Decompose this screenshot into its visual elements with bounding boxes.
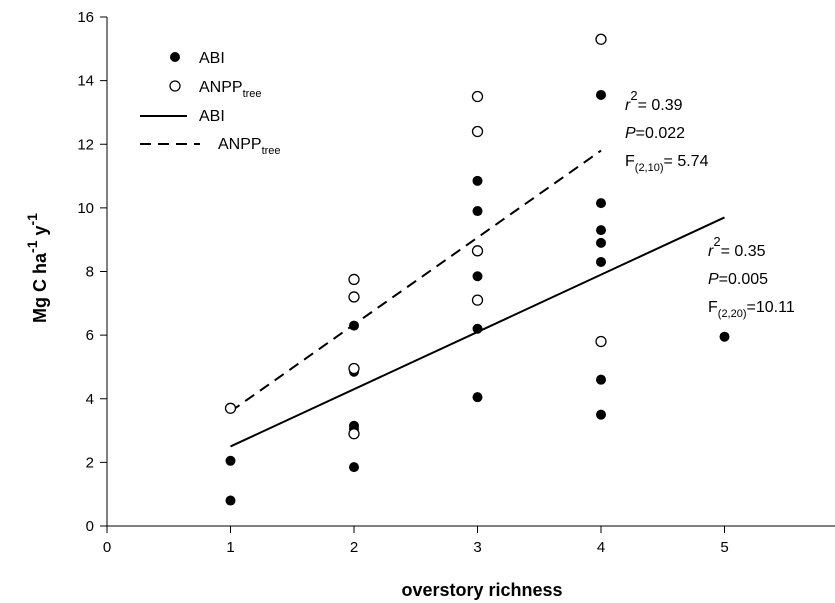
point-anpp [595,335,607,348]
legend-marker-abi [170,52,180,62]
annotation-anpp-p: P=0.022 [625,125,685,142]
point-anpp [348,273,360,286]
point-abi [596,89,606,100]
annotation-anpp: r2= 0.39 P=0.022 F(2,10)= 5.74 [625,88,709,174]
y-tick-label: 6 [86,327,94,344]
x-tick-label: 1 [226,539,234,556]
legend-label-anpp-fit: ANPPtree [218,136,281,157]
point-abi [596,237,606,248]
y-tick-label: 10 [77,200,94,217]
point-anpp [471,90,484,103]
point-abi [349,320,359,331]
y-tick-label: 8 [86,264,94,281]
point-abi [472,271,483,282]
y-tick-label: 4 [86,391,94,408]
data-points [224,33,730,506]
point-abi [596,225,606,236]
legend-label-anpp: ANPPtree [199,79,262,100]
point-abi [349,420,359,431]
annotation-abi-r2: r2= 0.35 [708,234,766,260]
annotation-abi: r2= 0.35 P=0.005 F(2,20)=10.11 [708,234,795,320]
point-abi [472,175,483,186]
x-tick-label: 3 [473,539,481,556]
y-tick-label: 2 [86,454,94,471]
legend-label-abi-fit: ABI [199,108,225,125]
point-abi [472,206,483,217]
y-axis-title: Mg C ha-1 y-1 [24,213,50,323]
point-abi [719,331,730,342]
point-abi [225,495,236,506]
point-anpp [595,33,607,45]
point-abi [596,374,606,385]
point-anpp [471,245,484,257]
point-abi [472,392,483,403]
point-anpp [224,402,237,414]
point-abi [472,323,483,334]
legend-label-abi: ABI [199,50,225,67]
annotation-anpp-f: F(2,10)= 5.74 [625,153,709,174]
annotation-abi-p: P=0.005 [708,271,768,288]
point-anpp [471,294,484,306]
point-abi [596,198,606,209]
legend-marker-anpp [169,80,181,92]
point-abi [596,409,606,420]
legend: ABI ANPPtree ABI ANPPtree [140,50,281,157]
point-anpp [348,428,360,440]
point-abi [596,256,606,267]
x-tick-label: 5 [720,539,728,556]
y-tick-label: 16 [77,9,94,26]
fit-line-anpp [229,149,602,413]
point-anpp [471,125,484,138]
y-tick-label: 12 [77,136,94,153]
x-tick-label: 4 [597,539,605,556]
annotation-anpp-r2: r2= 0.39 [625,88,683,114]
point-abi [349,462,359,473]
x-tick-label: 2 [350,539,358,556]
x-tick-label: 0 [103,539,111,556]
annotation-abi-f: F(2,20)=10.11 [708,299,795,320]
point-anpp [348,362,360,375]
y-tick-label: 0 [86,518,94,535]
x-axis-title: overstory richness [401,580,562,600]
point-abi [225,455,236,466]
point-anpp [348,291,360,303]
y-tick-label: 14 [77,73,94,90]
